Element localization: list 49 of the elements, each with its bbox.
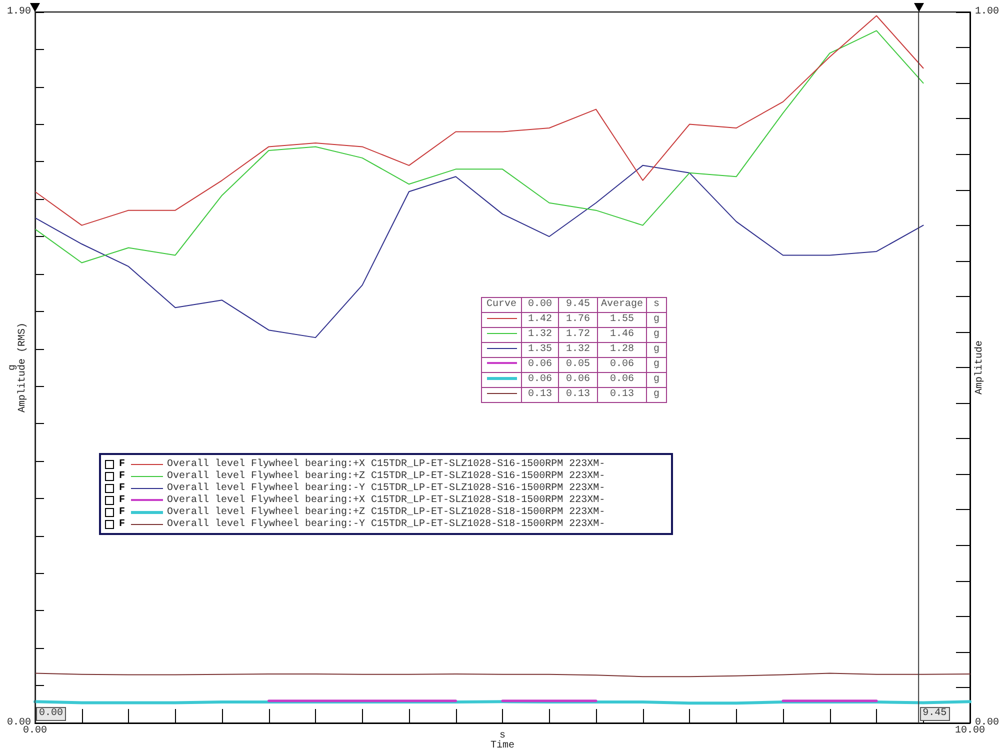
- annotation: 1.42: [522, 312, 558, 328]
- y-axis-title: g Amplitude (RMS): [8, 322, 28, 413]
- annotation: 9.45: [558, 298, 598, 312]
- legend-label: Overall level Flywheel bearing:+X C15TDR_LP-ET-SLZ1028-S16-1500RPM 223XM-: [167, 458, 606, 470]
- annotation: g: [646, 358, 667, 372]
- annotation: Curve: [482, 298, 522, 312]
- annotation: s: [646, 298, 667, 312]
- annotation: 0.06: [522, 372, 558, 388]
- annotation: g: [646, 342, 667, 358]
- y2-tick-label: 1.00: [975, 6, 1000, 18]
- legend-label: Overall level Flywheel bearing:-Y C15TDR_LP-ET-SLZ1028-S16-1500RPM 223XM-: [167, 482, 606, 494]
- annotation: F: [119, 506, 126, 518]
- annotation: 1.28: [598, 342, 647, 358]
- y2-axis-title: Amplitude: [974, 340, 986, 395]
- x-axis-title: s Time: [490, 730, 515, 752]
- annotation: 0.06: [598, 372, 647, 388]
- annotation: 1.46: [598, 328, 647, 342]
- annotation: 1.32: [522, 328, 558, 342]
- annotation: g: [646, 328, 667, 342]
- annotation: Average: [598, 298, 647, 312]
- y-tick-label: 1.90: [6, 6, 31, 18]
- annotation: F: [119, 518, 126, 530]
- legend-label: Overall level Flywheel bearing:+X C15TDR_LP-ET-SLZ1028-S18-1500RPM 223XM-: [167, 494, 606, 506]
- annotation: 1.72: [558, 328, 598, 342]
- annotation: 1.55: [598, 312, 647, 328]
- legend-label: Overall level Flywheel bearing:-Y C15TDR_LP-ET-SLZ1028-S18-1500RPM 223XM-: [167, 518, 606, 530]
- annotation: F: [119, 458, 126, 470]
- annotation: g: [646, 388, 667, 402]
- legend-label: Overall level Flywheel bearing:+Z C15TDR_LP-ET-SLZ1028-S16-1500RPM 223XM-: [167, 470, 606, 482]
- annotation: 0.00: [522, 298, 558, 312]
- annotation: 0.13: [558, 388, 598, 402]
- annotation: 1.76: [558, 312, 598, 328]
- annotation: 0.05: [558, 358, 598, 372]
- annotation: g: [646, 312, 667, 328]
- annotation: g: [646, 372, 667, 388]
- annotation: F: [119, 494, 126, 506]
- x-tick-label: 10.00: [954, 726, 986, 736]
- ref-line-label: 9.45: [920, 707, 950, 721]
- annotation: 0.13: [522, 388, 558, 402]
- annotation: 0.13: [598, 388, 647, 402]
- annotation: F: [119, 470, 126, 482]
- annotation: 1.35: [522, 342, 558, 358]
- annotation: F: [119, 482, 126, 494]
- annotation: 0.06: [598, 358, 647, 372]
- annotation: 0.06: [522, 358, 558, 372]
- annotation: 0.06: [558, 372, 598, 388]
- ref-line-label: 0.00: [36, 707, 66, 721]
- legend-label: Overall level Flywheel bearing:+Z C15TDR_LP-ET-SLZ1028-S18-1500RPM 223XM-: [167, 506, 606, 518]
- annotation: 1.32: [558, 342, 598, 358]
